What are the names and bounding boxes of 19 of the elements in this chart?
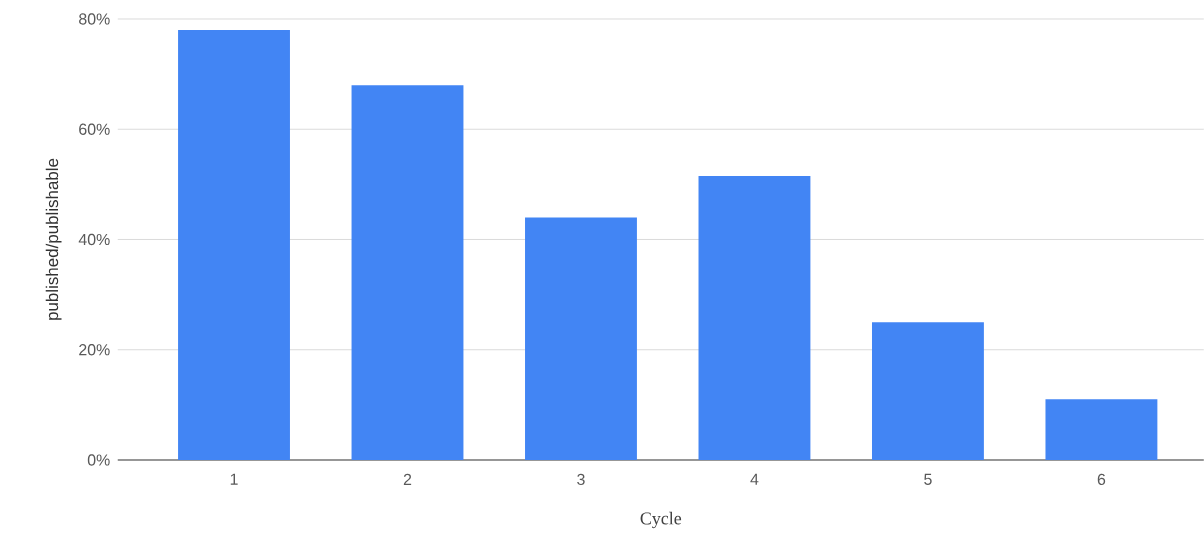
x-tick-label: 6	[1097, 473, 1106, 486]
x-tick-label: 5	[924, 473, 932, 485]
bar	[871, 322, 984, 460]
x-tick-label: 1	[230, 473, 238, 485]
bar	[525, 217, 637, 460]
bar	[178, 30, 290, 460]
y-tick-label: 40%	[78, 233, 110, 246]
x-axis-title: Cycle	[640, 511, 682, 529]
x-tick-label: 2	[403, 473, 412, 485]
y-tick-label: 0%	[87, 454, 110, 466]
y-axis-title: published/publishable	[45, 158, 62, 320]
bar	[1045, 399, 1158, 460]
x-tick-label: 3	[577, 473, 585, 486]
y-tick-label: 60%	[79, 123, 110, 135]
bar	[351, 85, 464, 460]
x-tick-label: 4	[750, 473, 759, 485]
bar	[698, 176, 811, 460]
y-tick-label: 20%	[79, 344, 110, 356]
y-tick-label: 80%	[79, 13, 110, 25]
